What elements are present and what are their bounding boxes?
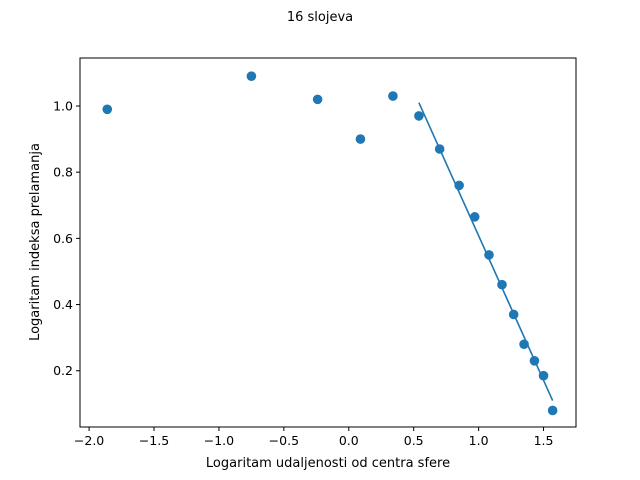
scatter-point <box>547 405 558 416</box>
scatter-point <box>434 144 445 154</box>
scatter-point <box>529 356 540 366</box>
x-tick-label: 1.0 <box>469 433 489 448</box>
y-tick-label: 0.4 <box>53 297 73 312</box>
x-tick-label: 0.5 <box>404 433 424 448</box>
x-axis-label: Logaritam udaljenosti od centra sfere <box>206 456 450 471</box>
scatter-point <box>484 250 494 260</box>
plot-area <box>79 57 577 428</box>
scatter-point <box>469 212 480 222</box>
chart-title: 16 slojeva <box>287 10 353 25</box>
y-tick-label: 0.8 <box>53 165 73 180</box>
x-tick-label: 1.5 <box>534 433 554 448</box>
x-tick-label: −0.5 <box>269 433 299 448</box>
scatter-point <box>519 339 529 350</box>
scatter-point <box>414 111 424 121</box>
scatter-point <box>355 134 366 144</box>
y-tick-label: 0.2 <box>53 363 73 378</box>
y-tick-label: 1.0 <box>53 98 73 113</box>
y-tick-label: 0.6 <box>53 231 73 246</box>
scatter-point <box>102 104 113 115</box>
x-tick-label: −1.5 <box>139 433 169 448</box>
x-tick-label: 0.0 <box>339 433 359 448</box>
x-tick-label: −1.0 <box>204 433 234 448</box>
scatter-point <box>388 91 398 101</box>
scatter-point <box>538 370 549 381</box>
y-axis: 0.2 0.4 0.6 0.8 1.0 <box>53 98 80 378</box>
y-axis-label: Logaritam indeksa prelamanja <box>28 143 43 341</box>
scatter-point <box>508 309 519 320</box>
scatter-points <box>102 71 558 416</box>
scatter-point <box>454 180 464 191</box>
scatter-point <box>497 279 507 290</box>
scatter-point <box>246 71 257 82</box>
x-axis: −2.0 −1.5 −1.0 −0.5 0.0 0.5 1.0 1.5 <box>74 427 554 448</box>
scatter-point <box>312 94 323 105</box>
x-tick-label: −2.0 <box>74 433 104 448</box>
